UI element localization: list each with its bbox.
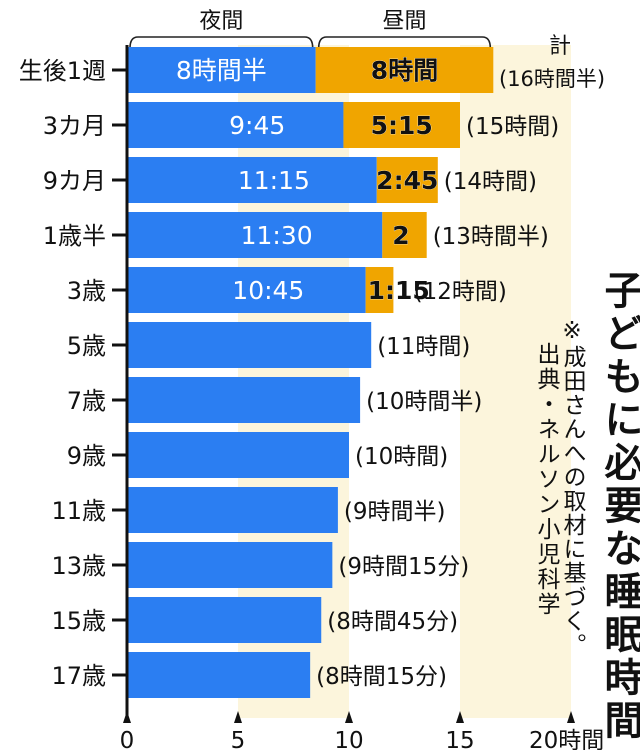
night-label: 夜間 (199, 9, 243, 34)
category-label: 3カ月 (43, 112, 106, 140)
category-label: 11歳 (51, 497, 106, 525)
category-label: 1歳半 (43, 222, 106, 250)
day-bar (376, 157, 438, 203)
category-label: 生後1週 (19, 57, 106, 85)
x-tick-marker (456, 711, 464, 723)
night-value-label: 10:45 (232, 276, 304, 305)
total-label: (8時間15分) (316, 664, 447, 690)
x-tick-label: 0 (120, 728, 135, 750)
category-label: 15歳 (51, 607, 106, 635)
total-label: (9時間15分) (338, 554, 469, 580)
day-bar (315, 47, 494, 93)
chart-note: ※成田さんへの取材に基づく。 (559, 318, 585, 657)
x-tick-marker (123, 711, 131, 723)
night-bar (127, 322, 372, 368)
night-bar (127, 212, 383, 258)
category-label: 9カ月 (43, 167, 106, 195)
night-value-label: 11:30 (241, 221, 313, 250)
category-label: 7歳 (67, 387, 106, 415)
total-prefix: 計 (549, 34, 571, 59)
x-tick-label: 5 (231, 728, 246, 750)
category-label: 3歳 (67, 277, 106, 305)
night-bar (127, 432, 349, 478)
total-label: (10時間半) (366, 389, 482, 415)
total-label: (13時間半) (433, 224, 549, 250)
x-tick-marker (234, 711, 242, 723)
night-bar (127, 597, 322, 643)
day-bar (365, 267, 394, 313)
shaded-band (460, 45, 571, 718)
total-label: (10時間) (355, 444, 448, 470)
night-bar (127, 102, 344, 148)
chart-title: 子どもに必要な睡眠時間 (598, 270, 640, 743)
night-bar (127, 157, 377, 203)
day-value-label: 2:45 (376, 166, 438, 195)
chart-source: 出典・ネルソン小児科学 (533, 342, 559, 617)
day-brace (317, 36, 492, 49)
night-bar (127, 652, 311, 698)
category-label: 5歳 (67, 332, 106, 360)
day-value-label: 5:15 (371, 111, 433, 140)
x-tick-label: 20時間 (529, 728, 604, 750)
total-label: (11時間) (377, 334, 470, 360)
night-bar (127, 377, 361, 423)
night-value-label: 9:45 (229, 111, 285, 140)
total-label: (15時間) (466, 114, 559, 140)
x-tick-label: 15 (445, 728, 474, 750)
day-value-label: 8時間 (371, 56, 438, 85)
night-value-label: 8時間半 (176, 56, 267, 85)
total-label: (12時間) (414, 279, 507, 305)
night-bar (127, 487, 338, 533)
category-label: 13歳 (51, 552, 106, 580)
night-bar (127, 47, 316, 93)
night-bar (127, 267, 366, 313)
night-bar (127, 542, 333, 588)
day-value-label: 2 (392, 221, 409, 250)
category-label: 9歳 (67, 442, 106, 470)
x-tick-marker (345, 711, 353, 723)
total-label: (16時間半) (499, 67, 605, 91)
category-label: 17歳 (51, 662, 106, 690)
total-label: (9時間半) (344, 499, 446, 525)
total-label: (8時間45分) (327, 609, 458, 635)
x-tick-label: 10 (334, 728, 363, 750)
day-bar (382, 212, 427, 258)
day-value-label: 1:15 (368, 276, 430, 305)
day-bar (343, 102, 460, 148)
night-brace (129, 36, 314, 49)
night-value-label: 11:15 (238, 166, 310, 195)
day-label: 昼間 (382, 9, 426, 34)
x-tick-marker (567, 711, 575, 723)
total-label: (14時間) (444, 169, 537, 195)
